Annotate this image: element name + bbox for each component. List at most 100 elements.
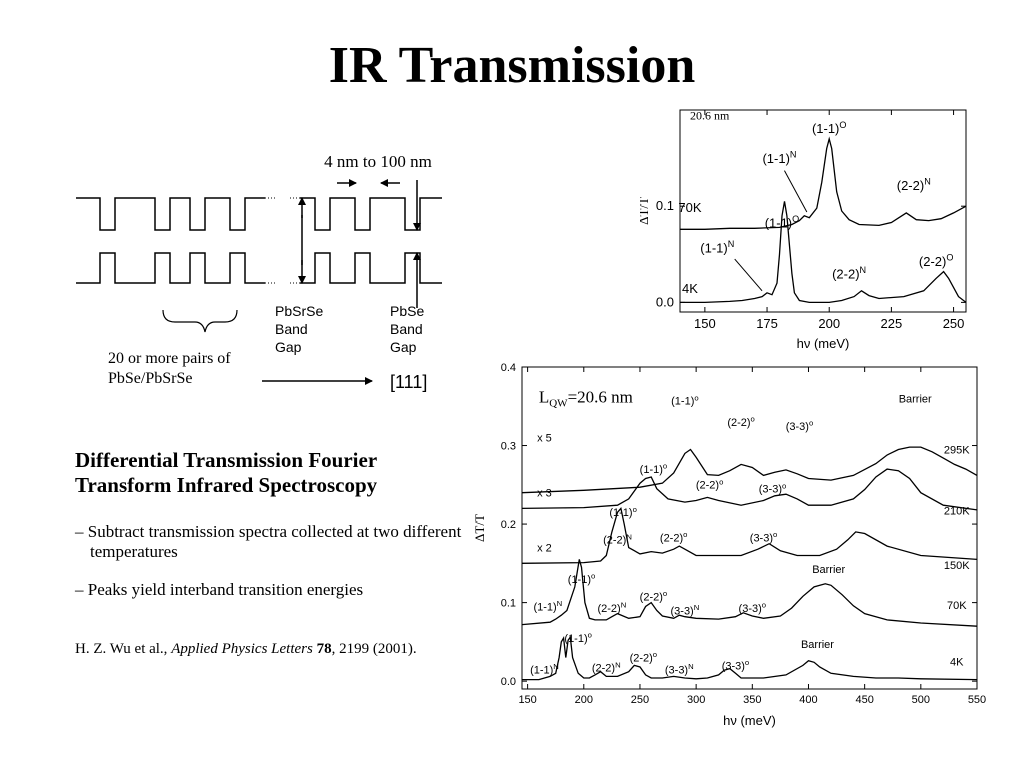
peak-label-20: (2-2)N bbox=[592, 660, 621, 674]
peak-label-4-sup: O bbox=[792, 214, 799, 224]
peak-label-7: (1-1)o bbox=[609, 505, 637, 519]
peak-label-23-text: (3-3) bbox=[722, 660, 745, 672]
curve-label-1: 295K bbox=[944, 444, 970, 456]
peak-label-8: 4K bbox=[682, 281, 698, 296]
y-tick-label-1: 0.1 bbox=[656, 198, 674, 213]
citation-journal: Applied Physics Letters bbox=[171, 641, 313, 657]
peak-label-19: (1-1)N bbox=[530, 662, 559, 676]
peak-label-21: (2-2)o bbox=[630, 650, 658, 664]
x-tick-label-200: 200 bbox=[575, 694, 593, 706]
pbsrse-label-1: PbSrSe bbox=[275, 303, 323, 319]
y-tick-label-4: 0.4 bbox=[501, 362, 516, 374]
peak-label-16: (3-3)o bbox=[739, 601, 767, 615]
curve-label-3: 210K bbox=[944, 506, 970, 518]
peak-label-9: (2-2)o bbox=[660, 530, 688, 544]
series-line-4k bbox=[680, 201, 967, 304]
peak-label-0-text: (1-1) bbox=[812, 121, 839, 136]
peak-label-5-sup: o bbox=[719, 477, 723, 486]
peak-label-15-text: (3-3) bbox=[671, 605, 694, 617]
peak-label-3-text: Barrier bbox=[899, 393, 932, 405]
peak-label-7-text: (2-2) bbox=[919, 254, 946, 269]
peak-label-2: (3-3)o bbox=[786, 418, 814, 432]
citation-volume: 78 bbox=[316, 641, 332, 657]
peak-label-12-sup: N bbox=[557, 599, 563, 608]
peak-label-11-sup: o bbox=[591, 572, 595, 581]
pairs-brace bbox=[162, 309, 238, 333]
peak-label-8-sup: N bbox=[626, 532, 632, 541]
peak-label-5-text: (2-2) bbox=[696, 480, 719, 492]
peak-label-3: Barrier bbox=[899, 393, 932, 405]
lower-band-left bbox=[76, 252, 265, 284]
curve-label-5: 150K bbox=[944, 560, 970, 572]
peak-label-15-sup: N bbox=[694, 603, 700, 612]
y-axis-label: ΔT/T bbox=[640, 197, 651, 225]
peak-label-8-text: 4K bbox=[682, 281, 698, 296]
series-line-210k bbox=[521, 468, 978, 511]
heading-line-1: Differential Transmission Fourier bbox=[75, 448, 378, 472]
superlattice-diagram: 4 nm to 100 nm PbSrSe Band Gap PbSe Band… bbox=[76, 152, 442, 392]
x-tick-label-250: 250 bbox=[631, 694, 649, 706]
peak-label-16-text: (3-3) bbox=[739, 603, 762, 615]
peak-label-18-text: (1-1) bbox=[564, 633, 587, 645]
curve-label-0: x 5 bbox=[537, 433, 552, 445]
peak-label-0: (1-1)o bbox=[671, 393, 699, 407]
peak-label-1: (1-1)N bbox=[762, 150, 796, 166]
peak-label-13-sup: N bbox=[621, 601, 627, 610]
peak-label-11-text: (1-1) bbox=[568, 574, 591, 586]
peak-label-22-sup: N bbox=[688, 662, 694, 671]
x-axis-label: hν (meV) bbox=[797, 336, 850, 351]
peak-label-4-text: (1-1) bbox=[765, 215, 792, 230]
peak-label-1-text: (1-1) bbox=[762, 151, 789, 166]
peak-label-3-text: 70K bbox=[678, 200, 701, 215]
peak-label-9-sup: o bbox=[683, 530, 687, 539]
peak-label-14-text: (2-2) bbox=[640, 591, 663, 603]
peak-label-12: (1-1)N bbox=[533, 599, 562, 613]
peak-label-14: (2-2)o bbox=[640, 589, 668, 603]
upper-band-right bbox=[300, 197, 442, 231]
peak-label-5-sup: N bbox=[728, 239, 735, 249]
pbsrse-label-2: Band bbox=[275, 321, 308, 337]
x-tick-label-300: 300 bbox=[687, 694, 705, 706]
curve-label-7: 4K bbox=[950, 656, 964, 668]
annotation-l: L bbox=[539, 387, 549, 406]
peak-label-8-text: (2-2) bbox=[603, 535, 626, 547]
series-line-4k bbox=[522, 635, 978, 681]
peak-label-12-text: (1-1) bbox=[533, 601, 556, 613]
pairs-label-line2: PbSe/PbSrSe bbox=[108, 370, 192, 387]
citation-authors: H. Z. Wu et al., bbox=[75, 641, 172, 657]
peak-label-6: (2-2)N bbox=[832, 265, 866, 281]
peak-label-1-text: (2-2) bbox=[727, 417, 750, 429]
y-tick-label-3: 0.3 bbox=[501, 441, 516, 453]
series-line-295k bbox=[521, 446, 978, 494]
peak-label-6-text: (2-2) bbox=[832, 266, 859, 281]
series-line-70k bbox=[680, 136, 967, 230]
curve-label-4: x 2 bbox=[537, 543, 552, 555]
peak-label-18: (1-1)o bbox=[564, 630, 592, 644]
x-tick-label-225: 225 bbox=[881, 316, 903, 331]
x-tick-label-350: 350 bbox=[743, 694, 761, 706]
x-tick-label-200: 200 bbox=[818, 316, 840, 331]
citation: H. Z. Wu et al., Applied Physics Letters… bbox=[75, 641, 417, 658]
peak-label-9-text: (2-2) bbox=[660, 532, 683, 544]
peak-label-4-text: (1-1) bbox=[640, 464, 663, 476]
x-tick-label-175: 175 bbox=[756, 316, 778, 331]
peak-label-1-sup: o bbox=[751, 415, 755, 424]
peak-label-15: (3-3)N bbox=[671, 603, 700, 617]
peak-label-21-text: (2-2) bbox=[630, 653, 653, 665]
x-tick-label-150: 150 bbox=[694, 316, 716, 331]
peak-label-4: (1-1)O bbox=[765, 214, 800, 230]
peak-label-5-text: (1-1) bbox=[700, 240, 727, 255]
peak-label-22: (3-3)N bbox=[665, 662, 694, 676]
peak-label-7-text: (1-1) bbox=[609, 507, 632, 519]
x-tick-label-250: 250 bbox=[943, 316, 965, 331]
bullet-subtract-spectra: – Subtract transmission spectra collecte… bbox=[75, 522, 462, 561]
peak-label-11: (1-1)o bbox=[568, 572, 596, 586]
citation-rest: , 2199 (2001). bbox=[331, 641, 417, 657]
peak-label-19-text: (1-1) bbox=[530, 664, 553, 676]
upper-band-left bbox=[76, 197, 265, 231]
peak-label-16-sup: o bbox=[762, 601, 766, 610]
curve-label-2: x 3 bbox=[537, 488, 552, 500]
peak-label-4: (1-1)o bbox=[640, 462, 668, 476]
peak-label-0-sup: O bbox=[839, 120, 846, 130]
